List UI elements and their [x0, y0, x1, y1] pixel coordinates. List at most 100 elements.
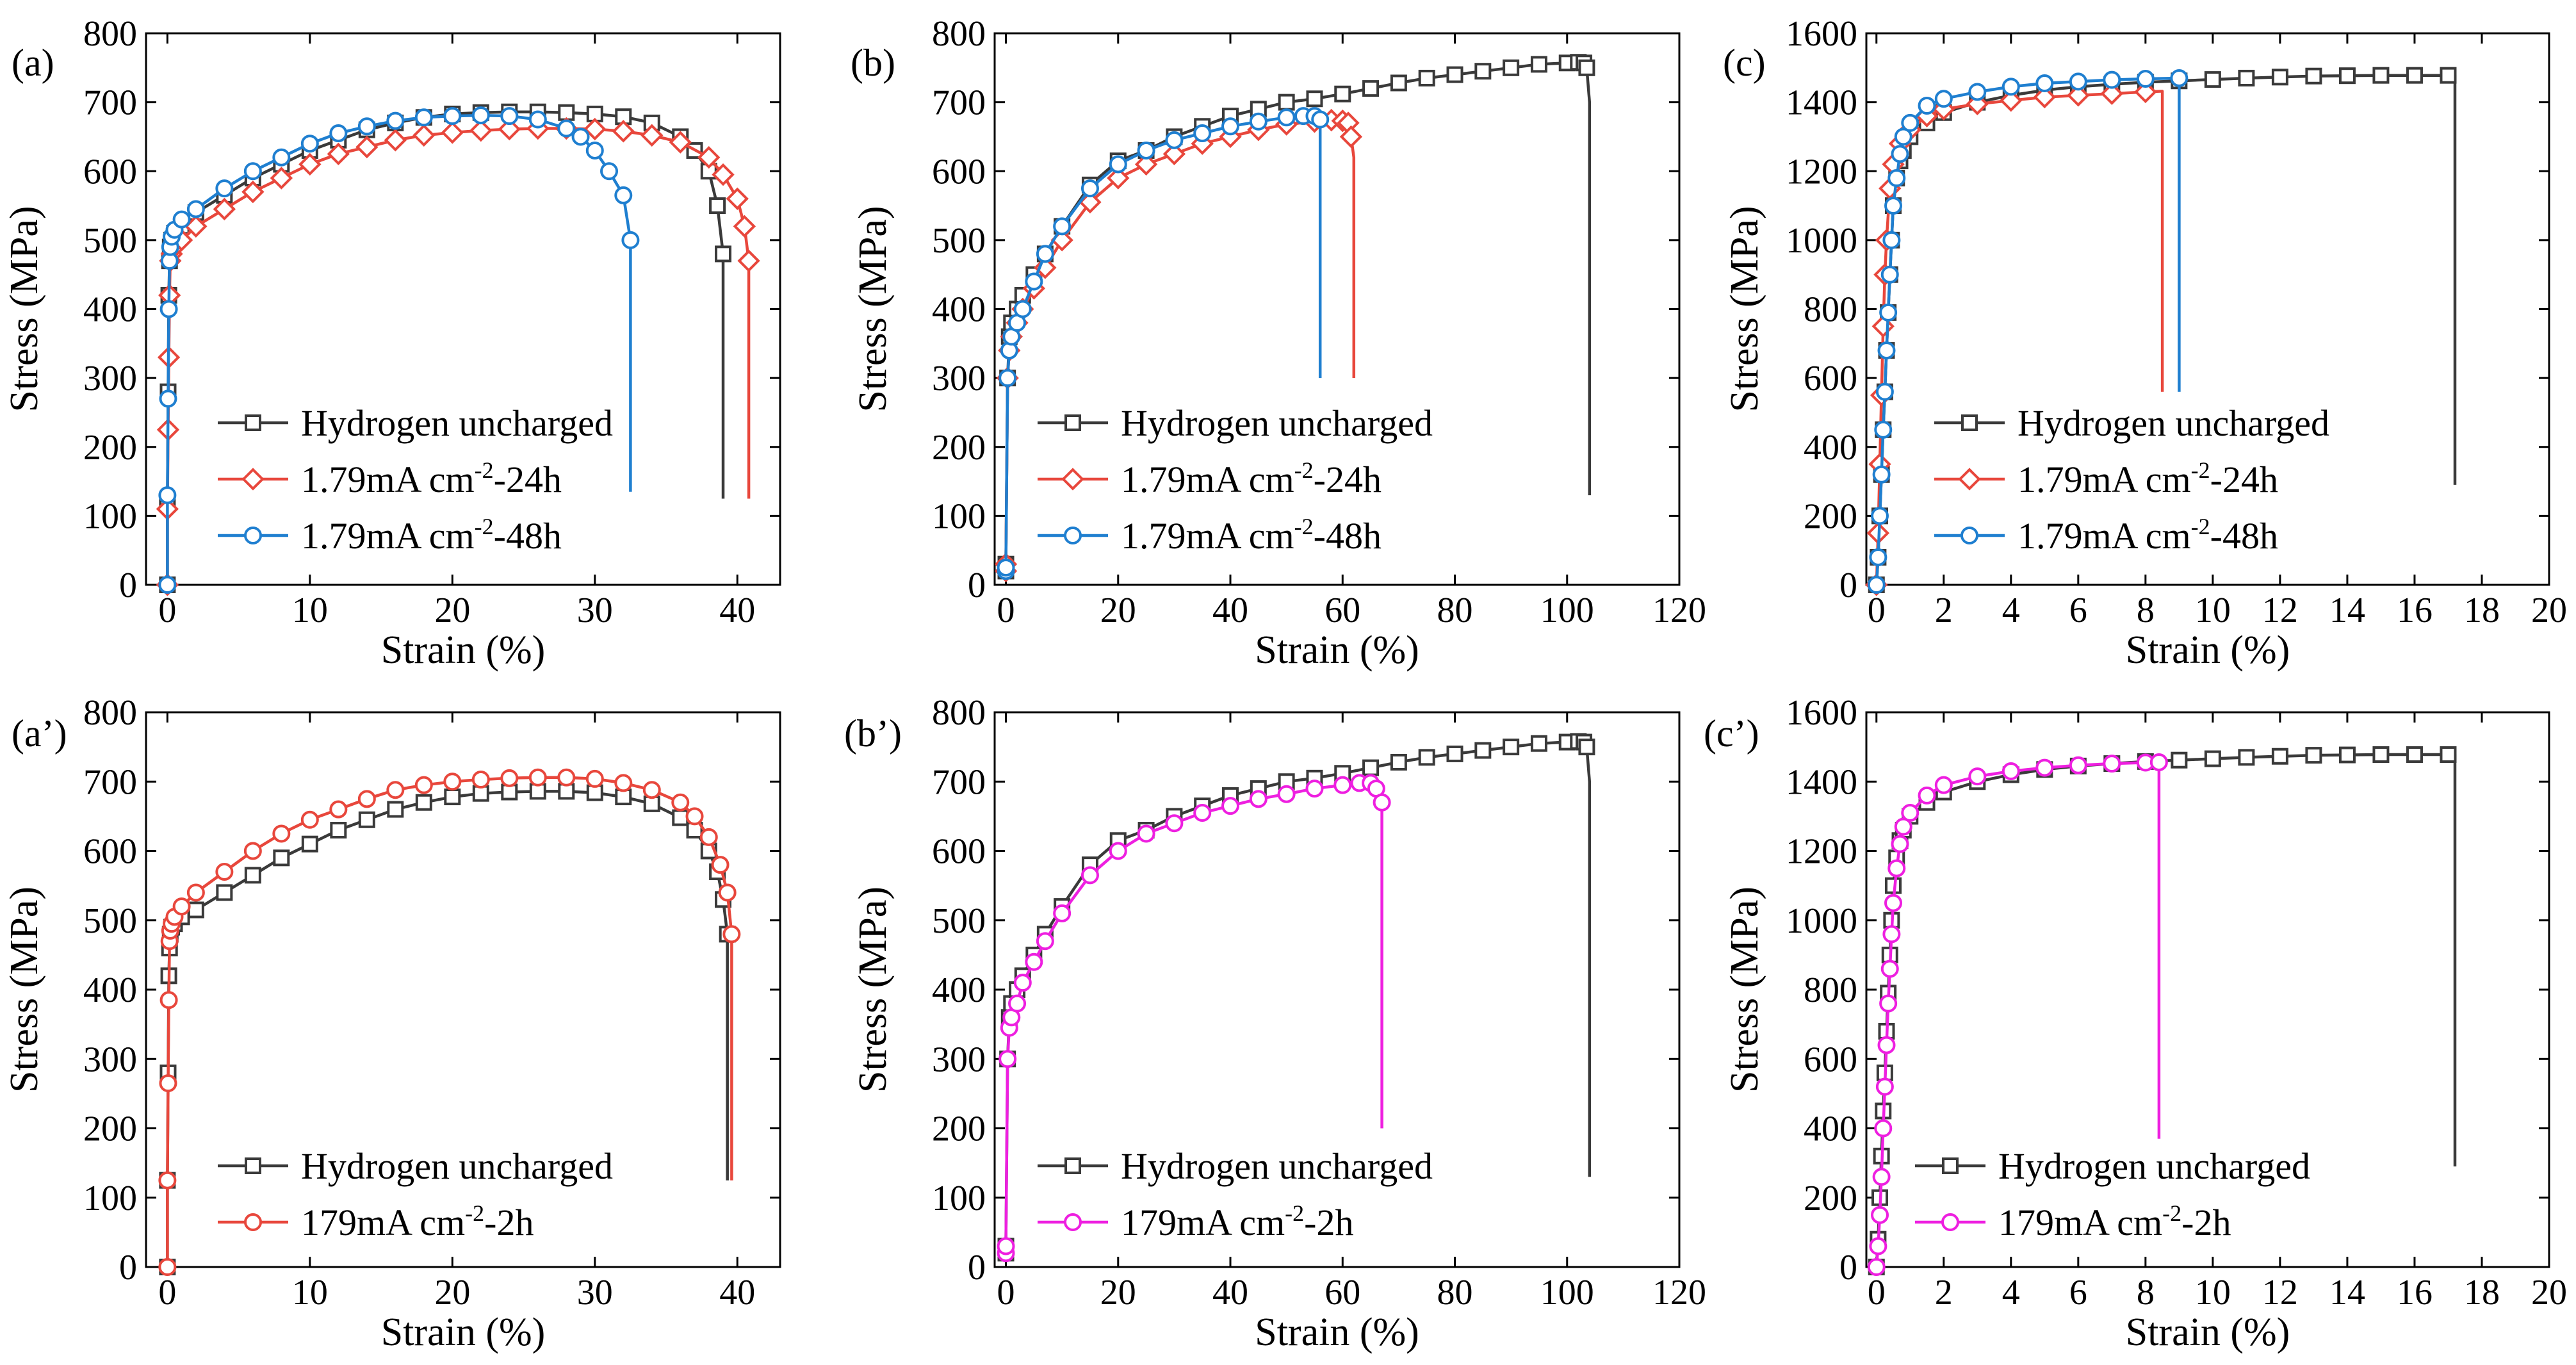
data-point: [1025, 272, 1043, 291]
x-tick-label: 20: [2531, 1273, 2567, 1312]
x-tick-label: 120: [1652, 1273, 1706, 1312]
legend-entry: Hydrogen uncharged: [1998, 1145, 2310, 1187]
data-point: [2271, 69, 2288, 86]
data-point: [1080, 179, 1099, 198]
data-point: [187, 901, 204, 919]
data-point: [159, 389, 177, 408]
chart-panel-a: 0 10 20 30 400100200300400500600700800Strain…: [3, 14, 781, 672]
data-point: [1901, 803, 1920, 822]
data-point: [2136, 70, 2155, 88]
series-line: [1875, 760, 2161, 1268]
plot-frame: [1865, 32, 2550, 586]
data-point: [1249, 790, 1268, 808]
legend-marker: [241, 468, 265, 491]
data-point: [213, 197, 236, 221]
legend-entry: Hydrogen uncharged: [1121, 1145, 1433, 1187]
data-point: [412, 124, 436, 147]
x-tick-label: 20: [1100, 1273, 1136, 1312]
data-point: [215, 862, 234, 881]
data-point: [1869, 1237, 1887, 1255]
y-tick-label: 300: [83, 359, 137, 398]
y-tick-label: 500: [932, 901, 986, 941]
data-point: [2067, 84, 2090, 107]
legend-marker: [1064, 414, 1081, 431]
y-tick-label: 600: [83, 152, 137, 192]
x-tick-label: 0: [1868, 1273, 1886, 1312]
data-point: [1934, 776, 1953, 794]
legend-marker: [1958, 468, 1981, 491]
legend-marker: [244, 527, 262, 544]
x-tick-label: 14: [2329, 591, 2365, 630]
data-point: [300, 810, 319, 829]
y-tick-label: 700: [932, 83, 986, 123]
legend-marker: [1064, 1213, 1082, 1231]
y-tick-label: 200: [932, 428, 986, 468]
y-tick-label: 100: [932, 1179, 986, 1218]
data-point: [669, 131, 692, 154]
data-point: [241, 180, 265, 204]
x-tick-label: 40: [719, 1273, 755, 1312]
data-point: [640, 124, 664, 147]
data-point: [2069, 72, 2087, 91]
data-point: [1418, 69, 1435, 86]
series-line: [1004, 114, 1322, 571]
data-point: [1036, 245, 1054, 263]
data-point: [1339, 125, 1363, 149]
data-point: [443, 107, 462, 126]
series-line: [1875, 74, 2457, 585]
legend-entry: 1.79mA cm-2-24h: [1121, 457, 1382, 500]
data-point: [557, 768, 576, 787]
data-point: [997, 559, 1015, 577]
data-point: [273, 849, 290, 867]
data-point: [2406, 67, 2423, 84]
data-point: [1875, 1077, 1894, 1096]
data-point: [1390, 753, 1407, 771]
x-tick-label: 4: [2002, 591, 2020, 630]
data-point: [1901, 113, 1920, 132]
panel-label: (c’): [1704, 712, 1759, 755]
y-tick-label: 600: [1804, 359, 1857, 398]
x-tick-label: 8: [2137, 1273, 2155, 1312]
y-tick-label: 1600: [1786, 14, 1857, 54]
x-tick-label: 10: [2195, 591, 2231, 630]
data-point: [528, 110, 547, 129]
legend-marker: [1061, 468, 1084, 491]
y-tick-label: 0: [119, 1248, 137, 1287]
data-point: [471, 106, 490, 125]
x-axis-label: Strain (%): [2126, 628, 2290, 672]
x-tick-label: 10: [2195, 1273, 2231, 1312]
x-tick-label: 20: [434, 1273, 470, 1312]
data-point: [1221, 797, 1240, 815]
data-point: [2305, 747, 2322, 764]
data-point: [2372, 67, 2390, 84]
data-point: [1872, 1168, 1891, 1186]
data-point: [1137, 824, 1155, 843]
y-tick-label: 0: [1839, 566, 1857, 605]
data-point: [1162, 142, 1186, 166]
y-tick-label: 400: [1804, 428, 1857, 468]
data-point: [1107, 167, 1130, 190]
data-point: [1884, 894, 1903, 912]
data-point: [1891, 145, 1909, 163]
data-point: [2238, 69, 2255, 86]
data-point: [1277, 108, 1296, 127]
data-point: [1879, 303, 1898, 322]
data-point: [300, 135, 319, 153]
data-point: [471, 771, 490, 789]
data-point: [1934, 90, 1953, 108]
data-point: [672, 809, 689, 826]
panel-label: (b): [851, 42, 895, 84]
y-tick-label: 500: [932, 221, 986, 261]
data-point: [1879, 994, 1898, 1013]
data-point: [614, 774, 633, 792]
chart-panel-c: 0 2 4 6 8 10 12 14 16 18 2002004006008001000120014…: [1723, 14, 2567, 672]
y-tick-label: 500: [83, 901, 137, 941]
data-point: [1871, 1206, 1889, 1224]
data-point: [1193, 803, 1212, 822]
data-point: [500, 769, 519, 787]
data-point: [1053, 217, 1072, 236]
panel-label: (a’): [12, 712, 67, 755]
data-point: [557, 119, 576, 138]
data-point: [243, 162, 262, 181]
data-point: [999, 1050, 1017, 1068]
